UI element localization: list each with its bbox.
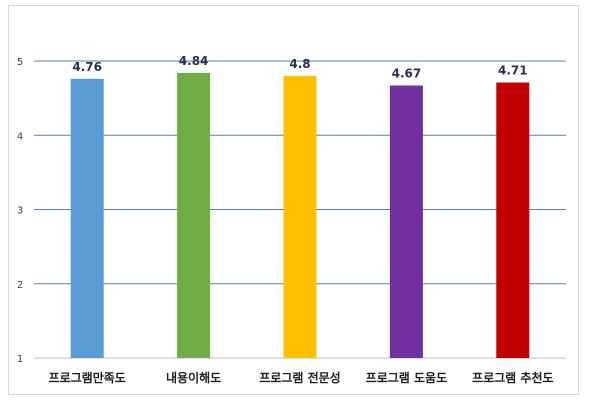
data-label: 4.76 xyxy=(72,60,102,74)
bar xyxy=(283,75,317,358)
x-axis-categories: 프로그램만족도 내용이해도 프로그램 전문성 프로그램 도움도 프로그램 추천도 xyxy=(49,370,554,385)
category-label: 내용이해도 xyxy=(166,370,221,385)
y-tick-label: 1 xyxy=(17,354,23,365)
y-axis-ticks: 1 2 3 4 5 xyxy=(17,57,23,365)
bars xyxy=(70,72,530,358)
y-tick-label: 3 xyxy=(17,206,23,217)
bar xyxy=(70,78,104,358)
data-label: 4.71 xyxy=(498,64,528,78)
category-label: 프로그램 추천도 xyxy=(472,370,553,385)
y-tick-label: 5 xyxy=(17,57,23,68)
category-label: 프로그램 도움도 xyxy=(366,370,447,385)
data-label: 4.84 xyxy=(179,54,209,68)
category-label: 프로그램만족도 xyxy=(49,370,126,385)
data-label: 4.67 xyxy=(392,67,422,81)
y-tick-label: 2 xyxy=(17,280,23,291)
category-label: 프로그램 전문성 xyxy=(259,370,340,385)
bar xyxy=(177,72,211,358)
data-label: 4.8 xyxy=(289,57,310,71)
y-tick-label: 4 xyxy=(17,131,23,142)
bar xyxy=(389,85,423,358)
bar xyxy=(496,82,530,358)
data-labels: 4.76 4.84 4.8 4.67 4.71 xyxy=(72,54,527,81)
